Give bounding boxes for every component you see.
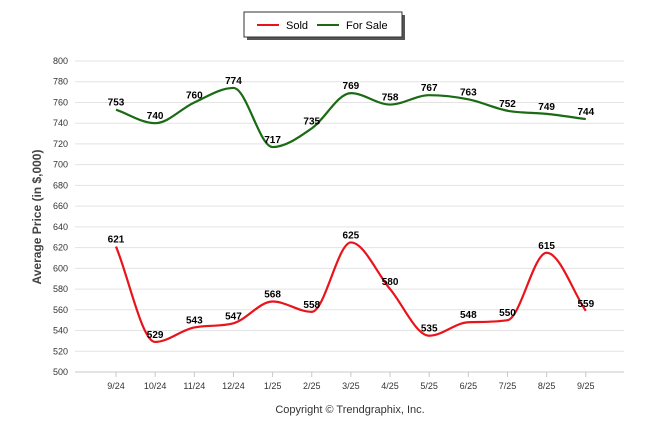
x-tick-label: 12/24 — [222, 381, 245, 391]
data-label: 535 — [421, 324, 438, 335]
data-label: 621 — [108, 235, 125, 246]
data-label: 548 — [460, 310, 477, 321]
x-tick-label: 4/25 — [381, 381, 399, 391]
data-label: 550 — [499, 308, 516, 319]
copyright-text: Copyright © Trendgraphix, Inc. — [275, 404, 424, 416]
y-tick-label: 800 — [53, 56, 68, 66]
data-label: 769 — [343, 81, 360, 92]
y-tick-label: 640 — [53, 222, 68, 232]
y-tick-label: 520 — [53, 346, 68, 356]
x-tick-label: 8/25 — [538, 381, 556, 391]
y-tick-label: 580 — [53, 284, 68, 294]
y-tick-label: 700 — [53, 160, 68, 170]
series-line-for-sale — [115, 86, 586, 149]
y-axis: 500 520 540 560 580 600 620 640 660 680 700 720 740 7… — [53, 56, 68, 377]
y-tick-label: 740 — [53, 118, 68, 128]
data-label: 580 — [382, 277, 399, 288]
data-label: 752 — [499, 99, 516, 110]
data-label: 753 — [108, 98, 125, 109]
legend-for-sale-label[interactable]: For Sale — [346, 20, 388, 32]
data-label: 615 — [538, 241, 555, 252]
y-tick-label: 560 — [53, 305, 68, 315]
data-label: 568 — [264, 290, 281, 301]
y-tick-label: 720 — [53, 139, 68, 149]
data-label: 735 — [303, 116, 320, 127]
data-label: 767 — [421, 83, 438, 94]
x-tick-label: 7/25 — [499, 381, 517, 391]
data-label: 559 — [577, 299, 594, 310]
y-tick-label: 780 — [53, 77, 68, 87]
legend-sold-label[interactable]: Sold — [286, 20, 308, 32]
data-label: 763 — [460, 87, 477, 98]
y-tick-label: 760 — [53, 97, 68, 107]
data-label: 774 — [225, 76, 242, 87]
series-line-sold — [114, 241, 587, 344]
x-tick-label: 2/25 — [303, 381, 321, 391]
y-tick-label: 600 — [53, 263, 68, 273]
x-tick-label: 1/25 — [264, 381, 282, 391]
x-tick-label: 10/24 — [144, 381, 167, 391]
data-label: 558 — [303, 300, 320, 311]
x-tick-label: 3/25 — [342, 381, 360, 391]
y-tick-label: 620 — [53, 243, 68, 253]
x-tick-label: 5/25 — [420, 381, 438, 391]
y-tick-label: 660 — [53, 201, 68, 211]
grid-lines — [75, 60, 624, 373]
data-label: 717 — [264, 135, 281, 146]
data-label: 749 — [538, 102, 555, 113]
data-label: 760 — [186, 90, 203, 101]
x-tick-label: 6/25 — [460, 381, 478, 391]
x-tick-label: 9/25 — [577, 381, 595, 391]
data-label: 740 — [147, 111, 164, 122]
data-labels: 621 529 543 547 568 558 625 580 535 548 550 615 559 7… — [108, 76, 595, 341]
y-tick-label: 500 — [53, 367, 68, 377]
x-tick-label: 11/24 — [183, 381, 205, 391]
y-tick-label: 680 — [53, 180, 68, 190]
x-tick-label: 9/24 — [107, 381, 125, 391]
x-axis: 9/24 10/24 11/24 12/24 1/25 2/25 3/25 4/25 5/25 6… — [75, 371, 624, 391]
data-label: 625 — [343, 230, 360, 241]
data-label: 758 — [382, 93, 399, 104]
y-tick-label: 540 — [53, 326, 68, 336]
y-axis-label: Average Price (in $,000) — [30, 150, 44, 285]
data-label: 547 — [225, 311, 242, 322]
data-label: 744 — [577, 107, 594, 118]
legend[interactable]: Sold For Sale — [243, 11, 405, 40]
series-lines — [114, 86, 587, 344]
data-label: 543 — [186, 315, 203, 326]
data-label: 529 — [147, 330, 164, 341]
